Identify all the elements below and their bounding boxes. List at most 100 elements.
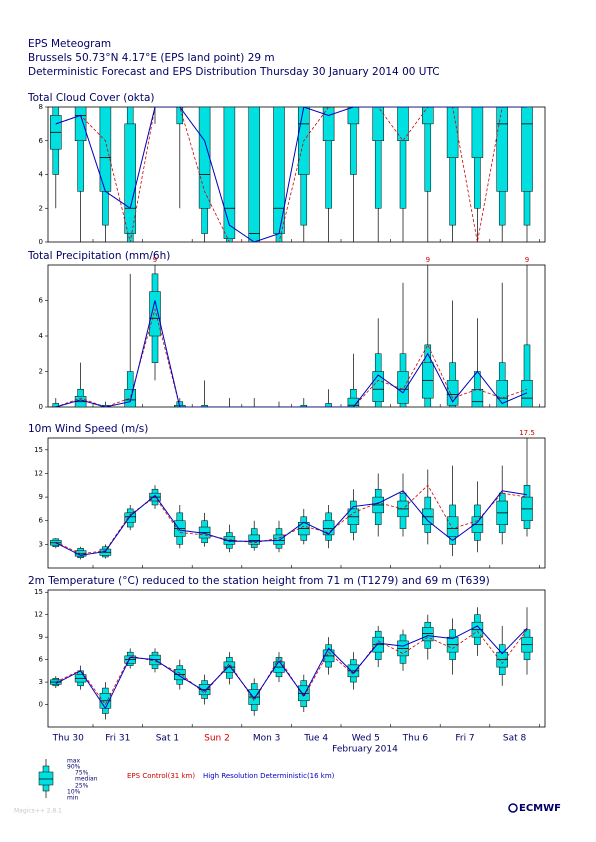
hres-line	[55, 490, 528, 556]
legend-hres: High Resolution Deterministic(16 km)	[203, 772, 335, 780]
day-label: Sun 2	[204, 734, 230, 744]
panel-title: 2m Temperature (°C) reduced to the stati…	[28, 575, 490, 587]
box-25-75	[347, 397, 360, 407]
y-tick-label: 2	[39, 204, 43, 212]
box-10-90	[325, 107, 332, 209]
plot-frame	[47, 106, 546, 243]
control-line	[55, 484, 528, 555]
box-10-90	[449, 107, 456, 226]
panel-title: Total Cloud Cover (okta)	[27, 92, 155, 104]
software-credit: Magics++ 2.8.1	[14, 808, 62, 815]
box-25-75	[124, 389, 136, 407]
y-tick-label: 0	[39, 238, 43, 246]
day-label: Sat 8	[503, 734, 527, 744]
legend-label: median	[75, 776, 98, 783]
boxes	[50, 438, 533, 560]
box-10-90	[325, 403, 332, 407]
y-tick-label: 3	[39, 678, 43, 686]
month-label: February 2014	[332, 745, 398, 755]
y-tick-label: 0	[39, 403, 43, 411]
box-10-90	[201, 404, 208, 407]
box-25-75	[446, 380, 459, 406]
hres-line	[55, 625, 528, 710]
box-25-75	[521, 380, 533, 407]
day-label: Thu 30	[52, 734, 84, 744]
overflow-label: 17.5	[519, 429, 535, 437]
plot-frame	[47, 437, 546, 569]
hres-line	[55, 300, 528, 407]
box-10-90	[176, 107, 184, 125]
box-25-75	[248, 107, 260, 242]
ecmwf-logo: ECMWF	[508, 803, 561, 814]
legend-box-figure	[38, 759, 54, 798]
day-label: Thu 6	[402, 734, 429, 744]
box-25-75	[74, 107, 87, 141]
y-tick-label: 3	[39, 540, 43, 548]
y-tick-label: 4	[39, 171, 44, 179]
box-25-75	[446, 107, 459, 158]
box-25-75	[248, 534, 260, 545]
boxes	[50, 265, 533, 407]
y-tick-label: 12	[34, 611, 43, 619]
box-25-75	[397, 107, 409, 141]
y-tick-label: 4	[39, 332, 44, 340]
legend-label: 90%	[67, 764, 81, 771]
box-25-75	[124, 512, 136, 523]
box-25-75	[422, 627, 434, 642]
box-10-90	[77, 107, 84, 192]
box-25-75	[198, 107, 211, 209]
logo-mark	[508, 803, 518, 813]
box-10-90	[350, 107, 357, 175]
box-25-75	[446, 516, 459, 537]
y-tick-label: 12	[34, 469, 43, 477]
boxes	[50, 107, 533, 242]
box-10-90	[424, 107, 432, 192]
box-25-75	[496, 107, 508, 192]
day-label: Mon 3	[253, 734, 281, 744]
y-tick-label: 6	[39, 297, 44, 305]
day-label: Fri 31	[105, 734, 130, 744]
legend-wide-box	[38, 771, 54, 786]
legend-label: max	[67, 758, 81, 765]
y-tick-label: 6	[39, 656, 44, 664]
box-25-75	[124, 123, 136, 234]
box-25-75	[347, 107, 360, 125]
y-tick-label: 15	[34, 446, 43, 454]
y-tick-label: 8	[39, 103, 43, 111]
header-location: Brussels 50.73°N 4.17°E (EPS land point)…	[28, 52, 275, 64]
y-tick-label: 2	[39, 368, 43, 376]
box-10-90	[523, 344, 531, 407]
legend-control: EPS Control(31 km)	[127, 772, 195, 780]
y-tick-label: 9	[39, 493, 43, 501]
y-tick-label: 6	[39, 517, 44, 525]
box-25-75	[149, 291, 161, 337]
box-25-75	[273, 534, 285, 545]
legend-label: 10%	[67, 789, 81, 796]
overflow-label: 9	[426, 256, 430, 264]
box-10-90	[374, 107, 382, 209]
day-label: Wed 5	[352, 734, 380, 744]
box-25-75	[372, 107, 384, 141]
panel-title: 10m Wind Speed (m/s)	[28, 423, 148, 435]
header-title: EPS Meteogram	[28, 38, 111, 50]
legend-label: 25%	[75, 783, 89, 790]
legend-label: 75%	[75, 770, 89, 777]
logo-text: ECMWF	[519, 803, 561, 814]
boxes	[50, 607, 533, 720]
box-25-75	[223, 107, 236, 239]
header-subtitle: Deterministic Forecast and EPS Distribut…	[28, 66, 440, 78]
box-10-90	[52, 403, 60, 407]
box-25-75	[521, 107, 533, 192]
y-tick-label: 6	[39, 137, 44, 145]
plot-frame	[47, 589, 546, 728]
overflow-label: 9	[525, 256, 529, 264]
box-25-75	[471, 107, 484, 158]
box-25-75	[372, 371, 384, 402]
plot-frame	[47, 264, 546, 408]
hres-line	[55, 107, 527, 242]
overflow-label: 9	[153, 256, 157, 264]
box-25-75	[496, 380, 508, 407]
legend-label: min	[67, 795, 79, 802]
box-25-75	[471, 389, 484, 407]
